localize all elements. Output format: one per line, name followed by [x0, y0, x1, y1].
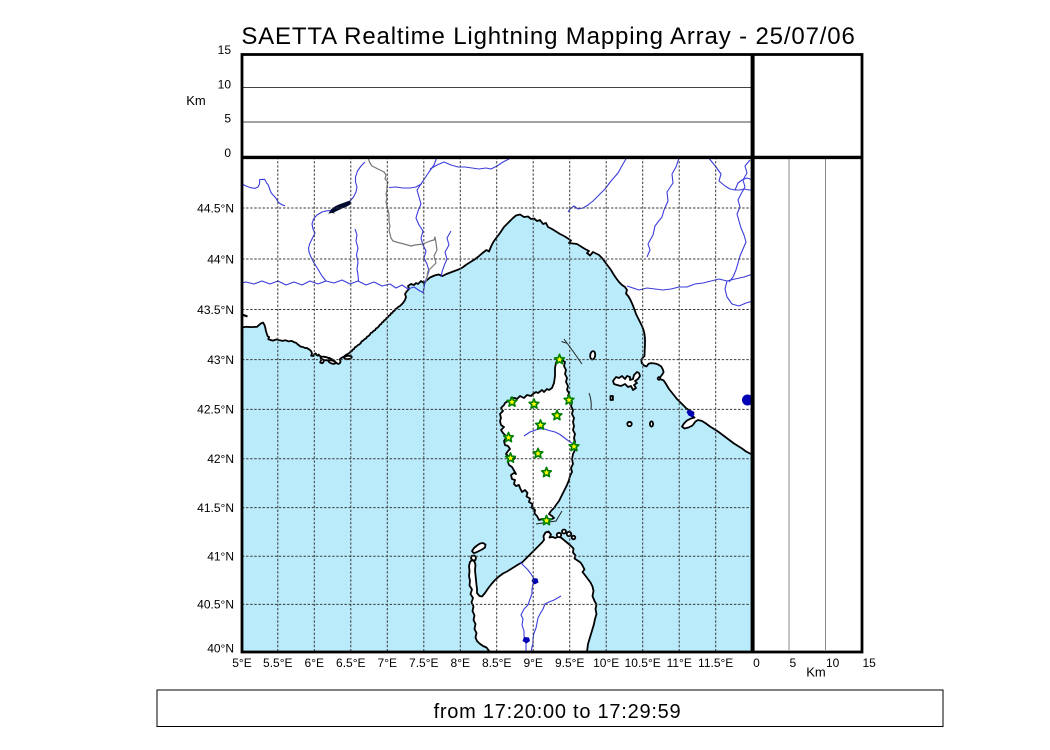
svg-text:10: 10 [218, 77, 232, 91]
svg-text:42.5°N: 42.5°N [197, 403, 234, 417]
svg-text:8°E: 8°E [451, 656, 470, 670]
svg-text:11°E: 11°E [667, 656, 692, 670]
svg-text:43.5°N: 43.5°N [197, 303, 234, 317]
svg-text:9°E: 9°E [523, 656, 542, 670]
svg-text:5: 5 [224, 112, 231, 126]
svg-text:0: 0 [753, 656, 760, 670]
svg-text:0: 0 [224, 146, 231, 160]
svg-text:40.5°N: 40.5°N [197, 598, 234, 612]
svg-text:10: 10 [826, 656, 840, 670]
svg-text:11.5°E: 11.5°E [698, 656, 733, 670]
svg-text:5°E: 5°E [232, 656, 251, 670]
svg-text:10.5°E: 10.5°E [625, 656, 661, 670]
svg-text:5: 5 [790, 656, 797, 670]
svg-text:44.5°N: 44.5°N [197, 201, 234, 215]
svg-text:7°E: 7°E [378, 656, 397, 670]
svg-text:SAETTA Realtime Lightning Mapp: SAETTA Realtime Lightning Mapping Array … [241, 23, 855, 50]
svg-text:15: 15 [863, 656, 877, 670]
svg-text:6.5°E: 6.5°E [336, 656, 365, 670]
svg-text:42°N: 42°N [207, 452, 234, 466]
svg-text:10°E: 10°E [593, 656, 619, 670]
svg-text:Km: Km [186, 93, 206, 108]
svg-text:41°N: 41°N [207, 550, 234, 564]
svg-text:from 17:20:00 to 17:29:59: from 17:20:00 to 17:29:59 [434, 701, 682, 723]
svg-text:40°N: 40°N [207, 642, 234, 656]
svg-text:15: 15 [218, 43, 232, 57]
svg-text:Km: Km [806, 665, 826, 680]
svg-text:6°E: 6°E [305, 656, 324, 670]
svg-text:44°N: 44°N [207, 252, 234, 266]
svg-text:43°N: 43°N [207, 353, 234, 367]
svg-text:5.5°E: 5.5°E [263, 656, 292, 670]
svg-text:9.5°E: 9.5°E [555, 656, 584, 670]
svg-text:8.5°E: 8.5°E [482, 656, 511, 670]
svg-text:7.5°E: 7.5°E [409, 656, 438, 670]
svg-text:41.5°N: 41.5°N [197, 501, 234, 515]
